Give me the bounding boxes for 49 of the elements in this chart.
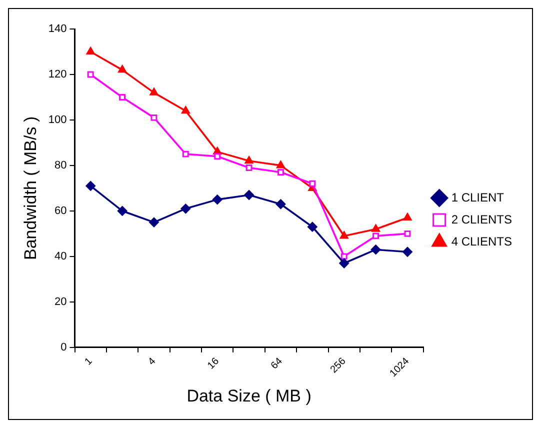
legend-label: 4 CLIENTS <box>451 234 512 248</box>
point <box>244 190 254 200</box>
point <box>118 64 127 73</box>
x-axis-title: Data Size ( MB ) <box>186 386 312 406</box>
point <box>148 217 159 228</box>
point <box>212 194 222 205</box>
x-tick-label: 256 <box>328 356 348 376</box>
point <box>371 224 380 232</box>
y-tick-label: 80 <box>54 159 67 172</box>
point <box>86 46 95 54</box>
point <box>86 180 96 191</box>
y-tick-label: 60 <box>54 204 67 217</box>
point <box>117 206 128 216</box>
point <box>246 164 252 171</box>
point <box>276 199 286 210</box>
y-tick-label: 40 <box>54 250 67 262</box>
point <box>214 153 221 160</box>
legend-label: 1 CLIENT <box>451 190 505 204</box>
point <box>150 114 158 121</box>
y-tick-label: 100 <box>48 114 67 126</box>
point <box>181 106 190 114</box>
point <box>277 169 284 176</box>
point <box>370 244 381 255</box>
legend-label: 2 CLIENTS <box>451 212 512 226</box>
y-tick-label: 140 <box>48 23 67 36</box>
point <box>340 253 348 260</box>
point <box>309 180 316 187</box>
point <box>87 71 94 78</box>
point <box>307 222 318 232</box>
point <box>402 246 412 257</box>
x-tick-label: 16 <box>206 356 222 372</box>
point <box>340 230 348 239</box>
point <box>404 230 411 237</box>
x-tick-label: 64 <box>269 356 286 372</box>
y-tick-label: 120 <box>48 68 67 81</box>
point <box>339 258 350 268</box>
point <box>276 160 286 168</box>
point <box>150 88 158 96</box>
x-tick-label: 4 <box>146 356 158 368</box>
point <box>372 232 380 240</box>
y-tick-label: 20 <box>54 296 67 308</box>
x-tick-label: 1 <box>82 356 95 368</box>
point <box>119 94 126 100</box>
point <box>244 156 254 164</box>
y-axis-title: Bandwidth ( MB/s ) <box>20 116 40 260</box>
point <box>403 212 412 221</box>
y-tick-label: 0 <box>60 341 67 354</box>
point <box>180 204 191 214</box>
point <box>182 150 189 158</box>
